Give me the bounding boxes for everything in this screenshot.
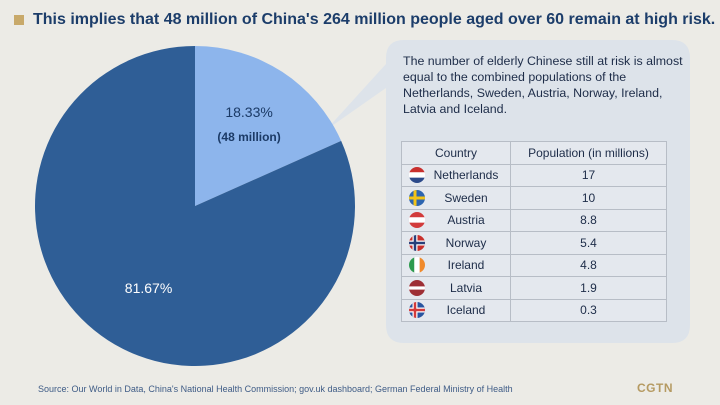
austria-flag-icon	[409, 212, 425, 229]
country-name: Iceland	[446, 303, 486, 318]
ireland-flag-icon	[409, 257, 425, 274]
table-row: Latvia 1.9	[401, 276, 667, 300]
netherlands-flag-icon	[409, 167, 425, 184]
country-name: Ireland	[447, 258, 485, 273]
pie-slice-at-risk	[195, 46, 342, 206]
norway-flag-icon	[409, 234, 425, 251]
country-cell: Sweden	[401, 186, 511, 210]
country-cell: Netherlands	[401, 163, 511, 187]
population-table: Country Population (in millions) Netherl…	[401, 141, 667, 322]
country-cell: Iceland	[401, 298, 511, 322]
population-value: 0.3	[510, 298, 667, 322]
callout-text: The number of elderly Chinese still at r…	[403, 54, 683, 116]
country-cell: Ireland	[401, 253, 511, 277]
iceland-flag-icon	[409, 302, 425, 319]
title-bar: This implies that 48 million of China's …	[14, 9, 715, 31]
header-population: Population (in millions)	[510, 141, 667, 165]
latvia-flag-icon	[409, 279, 425, 296]
page-title: This implies that 48 million of China's …	[33, 11, 716, 28]
pie-slice-remaining	[34, 45, 355, 366]
population-value: 4.8	[510, 253, 667, 277]
table-row: Norway 5.4	[401, 231, 667, 255]
population-value: 1.9	[510, 276, 667, 300]
country-name: Netherlands	[433, 168, 499, 183]
country-name: Norway	[445, 235, 487, 250]
slice-label-at-risk: 18.33%	[225, 104, 272, 120]
header-country: Country	[401, 141, 511, 165]
slice-label-remaining: 81.67%	[125, 280, 172, 296]
country-cell: Austria	[401, 208, 511, 232]
table-header-row: Country Population (in millions)	[401, 141, 667, 165]
country-cell: Latvia	[401, 276, 511, 300]
population-value: 8.8	[510, 208, 667, 232]
table-row: Austria 8.8	[401, 208, 667, 232]
population-value: 10	[510, 186, 667, 210]
country-cell: Norway	[401, 231, 511, 255]
cgtn-logo: CGTN	[637, 381, 673, 395]
slice-sublabel-at-risk: (48 million)	[217, 130, 280, 144]
source-note: Source: Our World in Data, China's Natio…	[38, 384, 513, 394]
population-value: 5.4	[510, 231, 667, 255]
table-row: Netherlands 17	[401, 163, 667, 187]
country-name: Latvia	[449, 280, 483, 295]
table-row: Ireland 4.8	[401, 253, 667, 277]
title-accent-square	[14, 15, 24, 25]
table-row: Iceland 0.3	[401, 298, 667, 322]
table-row: Sweden 10	[401, 186, 667, 210]
country-name: Sweden	[444, 190, 488, 205]
population-value: 17	[510, 163, 667, 187]
sweden-flag-icon	[409, 189, 425, 206]
country-name: Austria	[447, 213, 485, 228]
